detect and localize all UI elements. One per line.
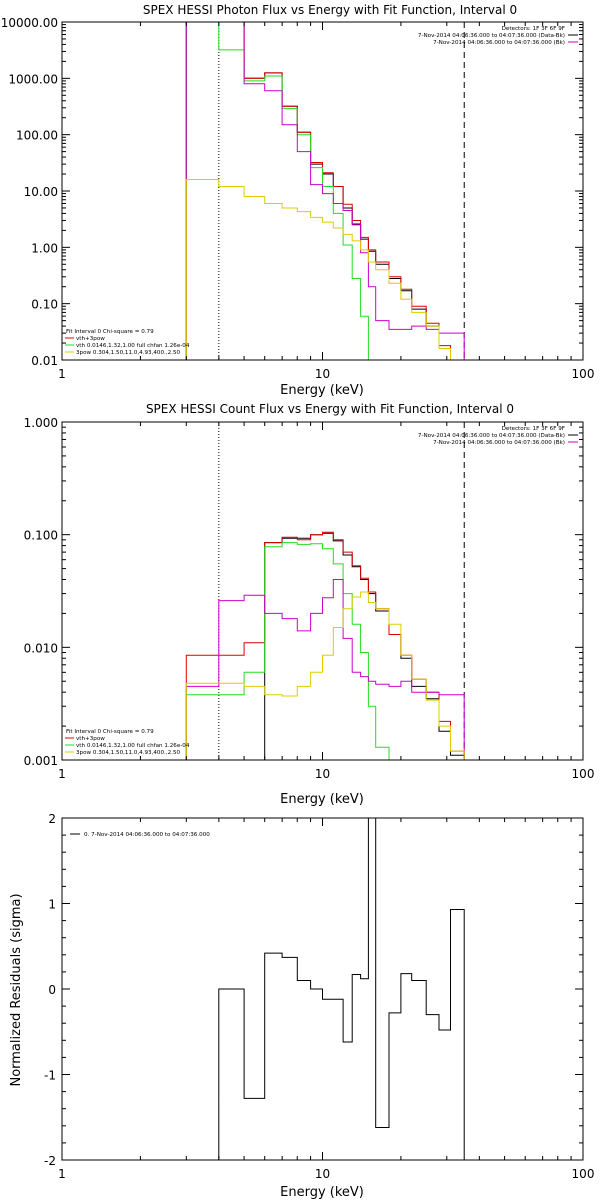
x-tick-label: 1 <box>58 367 66 381</box>
x-tick-label: 1 <box>58 767 66 781</box>
photon-ticks-layer: 1 10 100 10000.00 1000.00 100.00 10.00 1.00 0.10… <box>1 16 595 381</box>
series-bk <box>185 22 465 360</box>
legend-top-left-text: 0. 7-Nov-2014 04:06:36.000 to 04:07:36.0… <box>84 832 210 838</box>
photon-legend-layer: Detectors: 1F 3F 6F 9F7-Nov-2014 04:06:3… <box>65 26 578 356</box>
legend-bottom-left-text: vth+3pow <box>76 736 105 742</box>
series-vth <box>185 22 377 360</box>
y-tick-label: 10.00 <box>24 185 58 199</box>
legend-bottom-left-text: vth 0.0146,1.32,1.00 full chfan 1.26e-04 <box>76 343 190 349</box>
series-3pow <box>185 591 465 760</box>
photon-series-layer <box>185 22 465 360</box>
series-group <box>218 818 465 1160</box>
x-tick-label: 100 <box>572 1167 595 1181</box>
x-tick-label: 100 <box>572 367 595 381</box>
y-tick-label: 1 <box>48 898 56 912</box>
residual-legend-layer: 0. 7-Nov-2014 04:06:36.000 to 04:07:36.0… <box>70 832 210 838</box>
legend-top-right-text: 7-Nov-2014 04:06:36.000 to 04:07:36.000 … <box>418 33 565 39</box>
series-3pow <box>185 179 451 360</box>
residual-xlabel: Energy (keV) <box>280 1185 364 1200</box>
photon-flux-title: SPEX HESSI Photon Flux vs Energy with Fi… <box>143 3 517 17</box>
y-tick-label: 0.01 <box>31 354 58 368</box>
residual-series-layer <box>218 818 465 1160</box>
y-tick-label: 0.001 <box>24 754 58 768</box>
count-flux-title: SPEX HESSI Count Flux vs Energy with Fit… <box>146 402 514 416</box>
y-tick-label: 1000.00 <box>8 72 58 86</box>
legend-top-right-text: 7-Nov-2014 04:06:36.000 to 04:07:36.000 … <box>433 440 565 446</box>
x-tick-label: 100 <box>572 767 595 781</box>
x-tick-label: 1 <box>58 1167 66 1181</box>
y-tick-label: 10000.00 <box>1 16 58 30</box>
legend-top-right-text: 7-Nov-2014 04:06:36.000 to 04:07:36.000 … <box>433 40 565 46</box>
count-legend-layer: Detectors: 1F 3F 6F 9F7-Nov-2014 04:06:3… <box>65 426 578 756</box>
count-flux-panel: SPEX HESSI Count Flux vs Energy with Fit… <box>24 402 595 807</box>
legend-bottom-left-text: 3pow 0.304,1.50,11.0,4.93,400.,2.50 <box>76 350 181 356</box>
residual-ylabel: Normalized Residuals (sigma) <box>9 893 24 1086</box>
count-series-layer <box>185 422 465 760</box>
x-tick-label: 10 <box>315 1167 330 1181</box>
legend-bottom-left-text: vth 0.0146,1.32,1.00 full chfan 1.26e-04 <box>76 743 190 749</box>
legend-bottom-left-text: 3pow 0.304,1.50,11.0,4.93,400.,2.50 <box>76 750 181 756</box>
y-tick-label: 0 <box>48 983 56 997</box>
series-data-bk <box>264 532 465 760</box>
y-tick-label: 1.000 <box>24 416 58 430</box>
legend-top-right-text: Detectors: 1F 3F 6F 9F <box>502 426 565 432</box>
series-group <box>185 422 465 760</box>
y-tick-label: 0.010 <box>24 641 58 655</box>
y-tick-label: 100.00 <box>16 129 58 143</box>
series-0-7-nov-2014-04-06-36-000-to-04-07-36-000 <box>218 818 465 1160</box>
y-tick-label: 0.100 <box>24 529 58 543</box>
photon-flux-panel: SPEX HESSI Photon Flux vs Energy with Fi… <box>1 3 595 398</box>
legend-bottom-left-text: vth+3pow <box>76 336 105 342</box>
y-tick-label: 1.00 <box>31 241 58 255</box>
legend-bottom-left-text: Fit Interval 0 Chi-square = 0.79 <box>66 729 154 735</box>
plot-frame <box>61 421 584 761</box>
series-vth <box>185 542 390 760</box>
y-tick-label: -1 <box>44 1069 56 1083</box>
photon-xlabel: Energy (keV) <box>280 383 364 398</box>
legend-bottom-left-text: Fit Interval 0 Chi-square = 0.79 <box>66 329 154 335</box>
count-ticks-layer: 1 10 100 1.000 0.100 0.010 0.001 <box>24 416 595 781</box>
legend-top-right-text: 7-Nov-2014 04:06:36.000 to 04:07:36.000 … <box>418 433 565 439</box>
y-tick-label: -2 <box>44 1154 56 1168</box>
series-bk <box>185 579 465 760</box>
series-group <box>185 22 465 360</box>
series-vth-3pow <box>185 531 465 760</box>
y-tick-label: 2 <box>48 812 56 826</box>
y-tick-label: 0.10 <box>31 298 58 312</box>
x-tick-label: 10 <box>315 367 330 381</box>
x-tick-label: 10 <box>315 767 330 781</box>
count-xlabel: Energy (keV) <box>280 792 364 807</box>
legend-top-right-text: Detectors: 1F 3F 6F 9F <box>502 26 565 32</box>
